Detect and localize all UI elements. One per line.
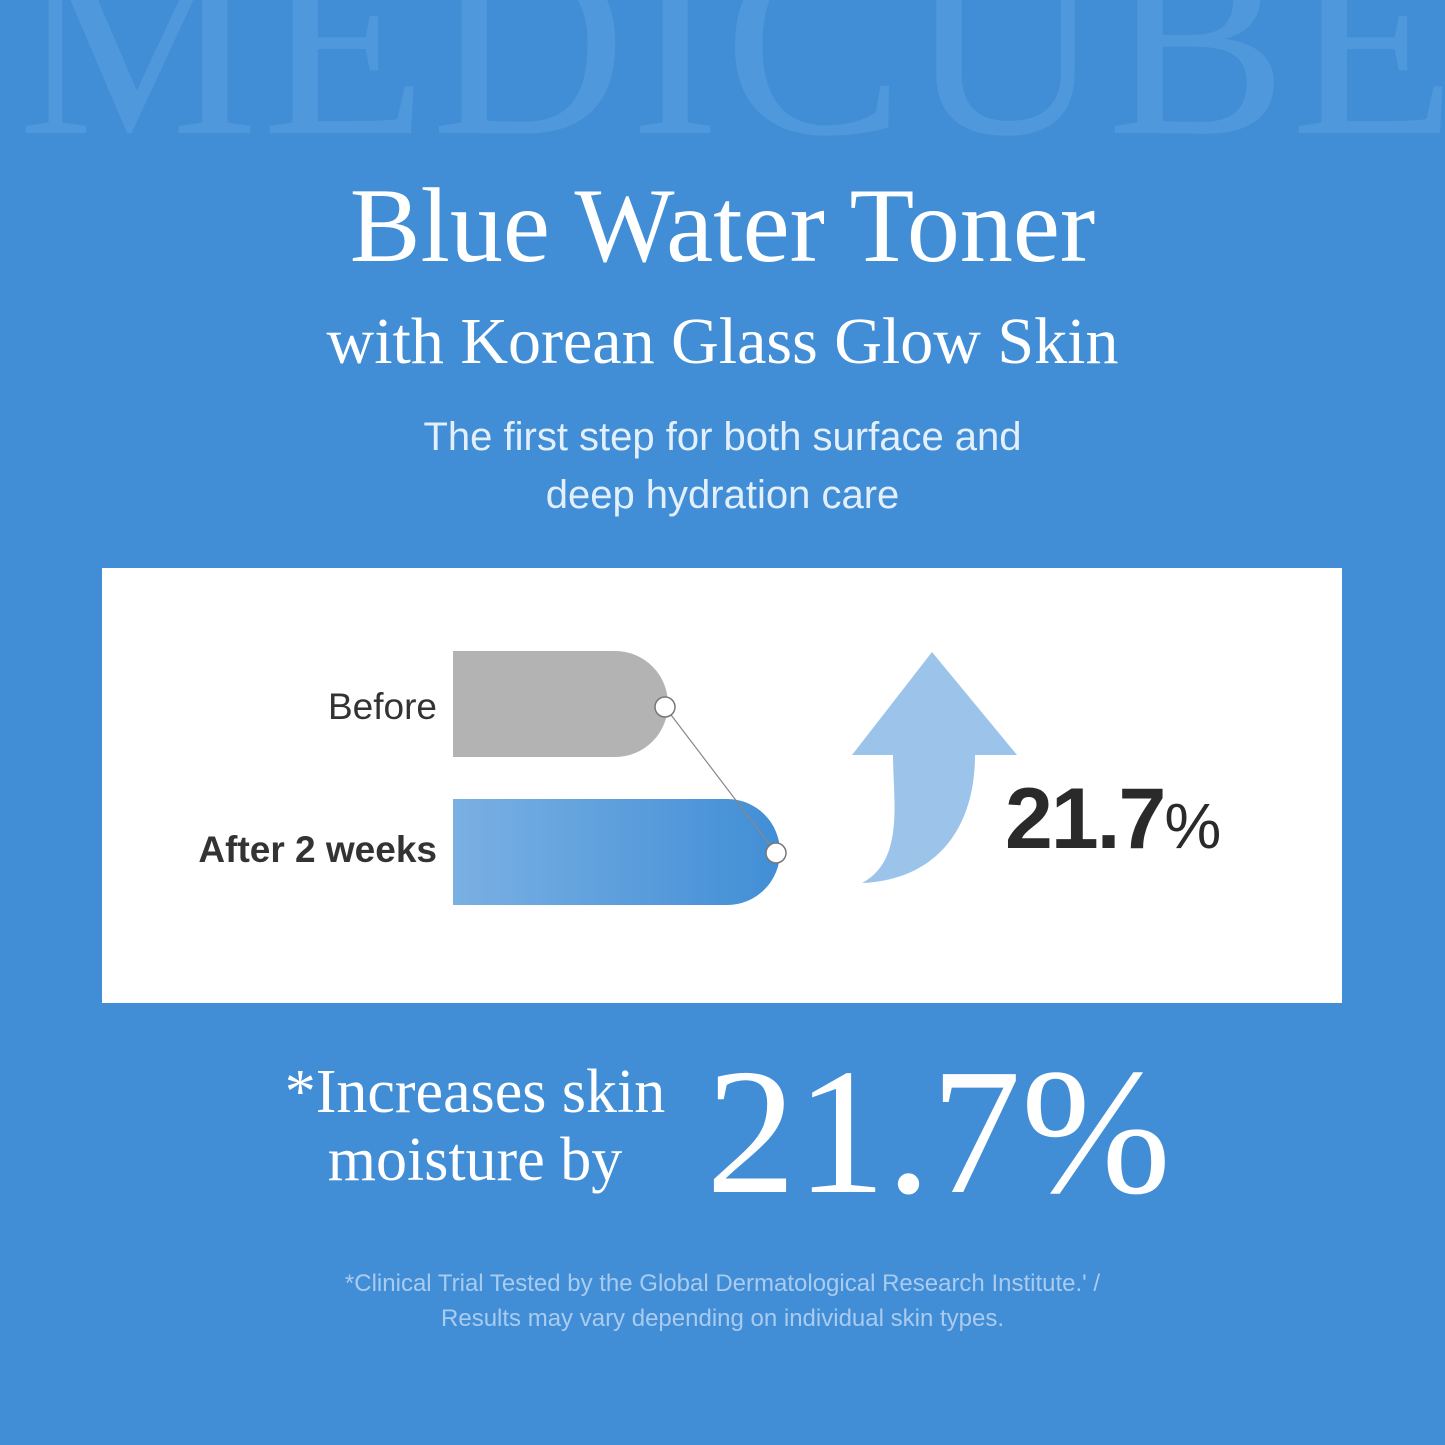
tagline-line: The first step for both surface and: [423, 415, 1022, 459]
claim-line: moisture by: [327, 1126, 623, 1194]
claim-text: *Increases skin moisture by: [270, 1058, 680, 1194]
after-marker: [765, 842, 787, 864]
footnote: *Clinical Trial Tested by the Global Der…: [0, 1266, 1445, 1336]
brand-watermark: MEDICUBE: [18, 0, 1445, 192]
footnote-line: *Clinical Trial Tested by the Global Der…: [344, 1270, 1101, 1297]
before-bar: [453, 651, 668, 757]
footnote-line: Results may vary depending on individual…: [441, 1305, 1004, 1332]
before-label: Before: [327, 686, 437, 727]
increase-percent: 21.7%: [1005, 771, 1221, 867]
after-bar: [453, 799, 780, 905]
page-title: Blue Water Toner: [349, 167, 1096, 284]
tagline: The first step for both surface and deep…: [0, 408, 1445, 524]
tagline-line: deep hydration care: [545, 473, 900, 517]
claim-line: *Increases skin: [284, 1058, 666, 1126]
before-marker: [654, 696, 676, 718]
page-subtitle: with Korean Glass Glow Skin: [326, 305, 1119, 378]
up-arrow-icon: [852, 652, 1017, 883]
connector-line: [664, 706, 777, 854]
comparison-card: [102, 568, 1342, 1003]
after-label: After 2 weeks: [198, 829, 437, 870]
claim-value: 21.7%: [706, 1032, 1171, 1231]
